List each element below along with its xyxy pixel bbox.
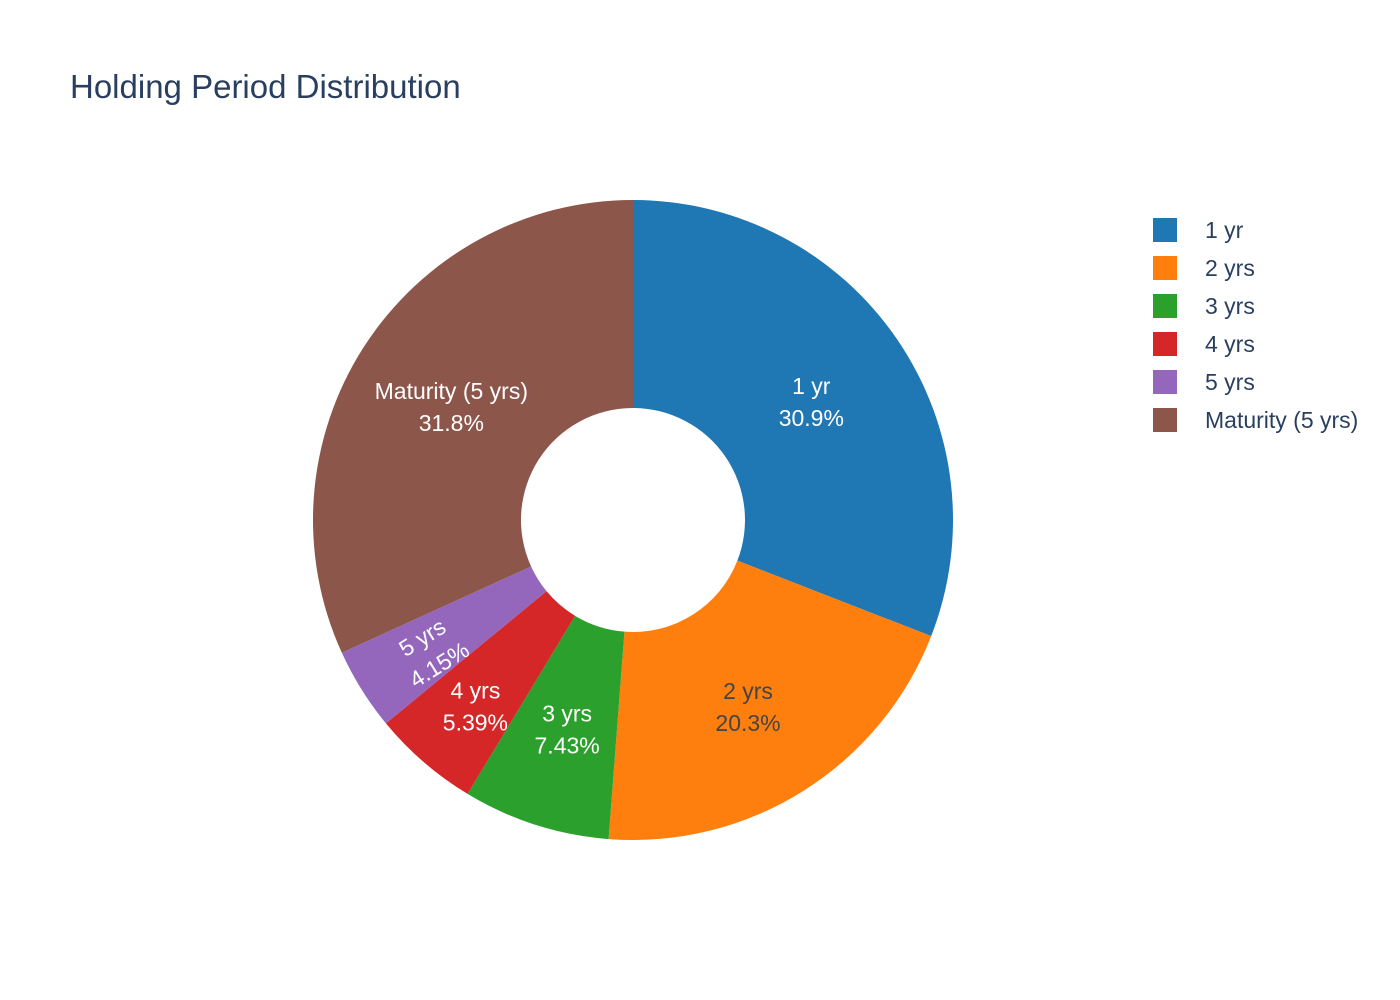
legend-label-maturity-5-yrs: Maturity (5 yrs) (1205, 407, 1358, 433)
legend-swatch-maturity-5-yrs (1153, 408, 1177, 432)
legend-item-2-yrs[interactable]: 2 yrs (1153, 255, 1255, 281)
slice-label-2-yrs: 2 yrs 20.3% (715, 678, 780, 736)
slice-label-1-yr: 1 yr 30.9% (779, 373, 844, 431)
legend-label-3-yrs: 3 yrs (1205, 293, 1255, 319)
legend-label-1-yr: 1 yr (1205, 217, 1244, 243)
slice-2-yrs[interactable] (608, 560, 932, 841)
legend-label-5-yrs: 5 yrs (1205, 369, 1255, 395)
slice-5-yrs[interactable] (341, 566, 547, 724)
legend-swatch-5-yrs (1153, 370, 1177, 394)
legend-swatch-2-yrs (1153, 256, 1177, 280)
slice-label-group: 1 yr 30.9%2 yrs 20.3%3 yrs 7.43%4 yrs 5.39%5… (375, 373, 844, 759)
slice-label-maturity-5-yrs: Maturity (5 yrs) 31.8% (375, 378, 528, 436)
slice-label-3-yrs: 3 yrs 7.43% (535, 701, 600, 759)
legend[interactable]: 1 yr 2 yrs 3 yrs 4 yrs 5 yrs Maturity (5 yrs) (1153, 217, 1358, 433)
legend-swatch-4-yrs (1153, 332, 1177, 356)
legend-item-4-yrs[interactable]: 4 yrs (1153, 331, 1255, 357)
slice-3-yrs[interactable] (467, 615, 625, 840)
chart-title: Holding Period Distribution (70, 68, 461, 105)
slice-1-yr[interactable] (633, 199, 953, 637)
legend-swatch-3-yrs (1153, 294, 1177, 318)
legend-item-maturity-5-yrs[interactable]: Maturity (5 yrs) (1153, 407, 1358, 433)
legend-item-3-yrs[interactable]: 3 yrs (1153, 293, 1255, 319)
legend-item-5-yrs[interactable]: 5 yrs (1153, 369, 1255, 395)
legend-swatch-1-yr (1153, 218, 1177, 242)
legend-label-2-yrs: 2 yrs (1205, 255, 1255, 281)
slice-group (312, 199, 953, 841)
slice-maturity-5-yrs[interactable] (312, 200, 633, 653)
legend-item-1-yr[interactable]: 1 yr (1153, 217, 1244, 243)
slice-label-4-yrs: 4 yrs 5.39% (443, 677, 508, 735)
legend-label-4-yrs: 4 yrs (1205, 331, 1255, 357)
slice-4-yrs[interactable] (385, 591, 576, 794)
